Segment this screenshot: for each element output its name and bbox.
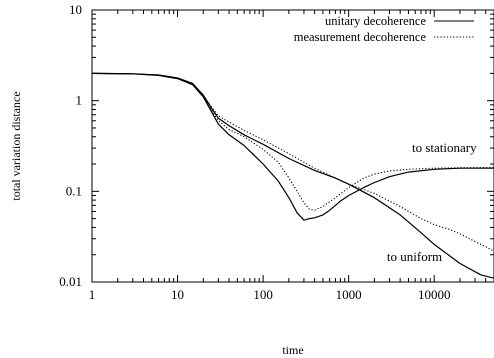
series-line-unitary-uniform: [91, 72, 494, 279]
y-tick-label: 0.01: [59, 274, 82, 289]
annotations: to stationary to uniform: [387, 140, 477, 264]
x-tick-label: 10: [171, 287, 184, 302]
series-line-measurement-uniform: [91, 72, 494, 252]
annotation-label: to stationary: [412, 140, 477, 155]
y-tick-label: 0.1: [66, 183, 82, 198]
series-layer: [91, 72, 494, 279]
x-tick-label: 1: [89, 287, 96, 302]
y-tick-label: 1: [76, 93, 83, 108]
y-axis-title: total variation distance: [9, 91, 23, 200]
x-tick-label: 10000: [418, 287, 451, 302]
legend-label: measurement decoherence: [294, 30, 427, 44]
y-tick-label: 10: [69, 2, 82, 17]
annotation-label: to uniform: [387, 249, 442, 264]
x-tick-label: 100: [253, 287, 273, 302]
series-line-measurement-stationary: [91, 72, 494, 211]
x-tick-label: 1000: [336, 287, 362, 302]
legend: unitary decoherence measurement decoheren…: [294, 14, 474, 44]
x-axis-title: time: [282, 343, 303, 357]
axis-ticks: 1 10 100 1000 10000 0.01 0.1 1 10: [59, 2, 494, 302]
plot-frame: [91, 9, 494, 283]
legend-label: unitary decoherence: [325, 14, 426, 28]
